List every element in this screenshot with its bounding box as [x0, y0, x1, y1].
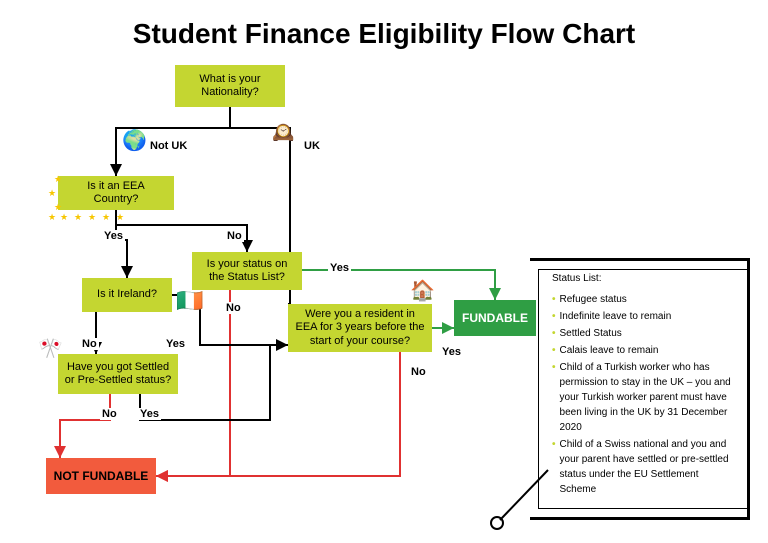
node-q-nationality: What is your Nationality? [175, 65, 285, 107]
bullet-icon: • [552, 437, 556, 497]
edge-label-status-yes: Yes [328, 262, 351, 274]
node-q-status-list: Is your status on the Status List? [192, 252, 302, 290]
node-q-resident: Were you a resident in EEA for 3 years b… [288, 304, 432, 352]
status-list-item: • Indefinite leave to remain [552, 309, 735, 324]
status-list-title: Status List: [552, 271, 735, 286]
irish-flag-icon: 🇮🇪 [176, 288, 203, 314]
bullet-icon: • [552, 326, 556, 341]
status-list-item-text: Child of a Turkish worker who has permis… [560, 360, 735, 435]
edge-label-resident-no: No [409, 366, 428, 378]
page-title: Student Finance Eligibility Flow Chart [0, 18, 768, 50]
status-list-item: •Child of a Swiss national and you and y… [552, 437, 735, 497]
bullet-icon: • [552, 360, 556, 435]
bullet-icon: • [552, 343, 556, 358]
edge-label-status-no: No [224, 302, 243, 314]
node-not-fundable: NOT FUNDABLE [46, 458, 156, 494]
status-list-item-text: Child of a Swiss national and you and yo… [560, 437, 735, 497]
node-q-eea: Is it an EEA Country? [58, 176, 174, 210]
edge-label-uk: UK [302, 140, 322, 152]
edge-label-ireland-no: No [80, 338, 99, 350]
status-list-item-text: Indefinite leave to remain [560, 309, 672, 324]
house-icon: 🏠 [410, 278, 435, 303]
globe-icon: 🌍 [122, 128, 147, 153]
bullet-icon: • [552, 292, 556, 307]
status-list-item: • Refugee status [552, 292, 735, 307]
status-list-box: Status List: • Refugee status • Indefinite … [530, 258, 750, 520]
status-list-item-text: Calais leave to remain [560, 343, 659, 358]
edge-label-not-uk: Not UK [148, 140, 189, 152]
node-q-settled: Have you got Settled or Pre-Settled stat… [58, 354, 178, 394]
edge-label-resident-yes: Yes [440, 346, 463, 358]
bullet-icon: • [552, 309, 556, 324]
node-q-ireland: Is it Ireland? [82, 278, 172, 312]
edge-label-settled-yes: Yes [138, 408, 161, 420]
status-list-item: • Settled Status [552, 326, 735, 341]
status-list-item-text: Refugee status [560, 292, 627, 307]
edge-label-eea-yes: Yes [102, 230, 125, 242]
edge-label-settled-no: No [100, 408, 119, 420]
edge-label-eea-no: No [225, 230, 244, 242]
edge-label-ireland-yes: Yes [164, 338, 187, 350]
status-list-item: • Calais leave to remain [552, 343, 735, 358]
bigben-icon: 🕰️ [272, 122, 294, 143]
status-list-item: •Child of a Turkish worker who has permi… [552, 360, 735, 435]
status-list-item-text: Settled Status [560, 326, 622, 341]
uk-flag-icon: 🎌 [38, 336, 63, 361]
node-fundable: FUNDABLE [454, 300, 536, 336]
